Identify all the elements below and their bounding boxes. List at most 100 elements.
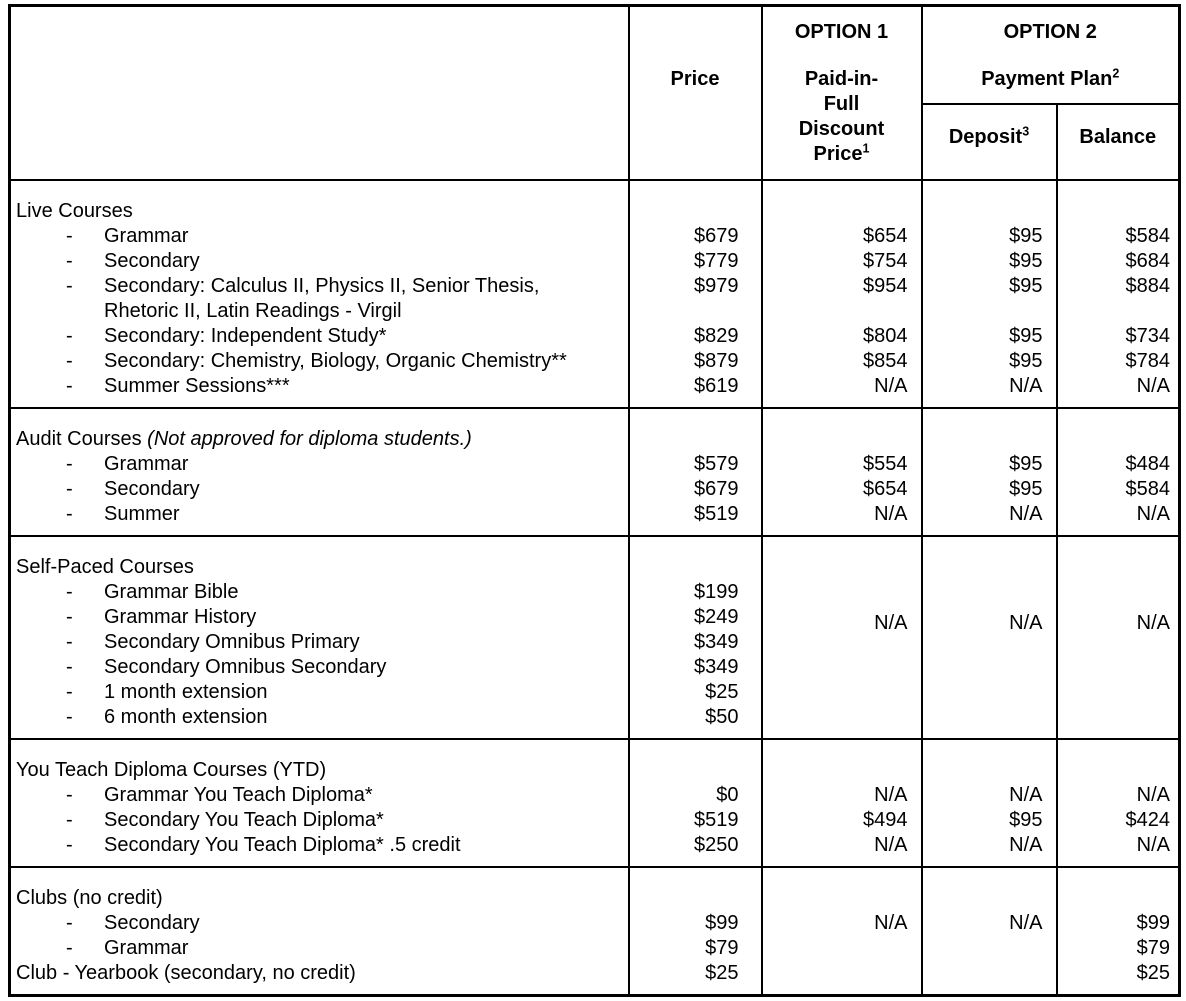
- balance-value-cell: $884: [1055, 273, 1180, 299]
- item-label: Grammar History: [104, 605, 257, 628]
- balance-value-cell: N/A: [1055, 534, 1180, 739]
- deposit-value-cell: $95: [920, 248, 1057, 274]
- deposit-value-cell: [920, 178, 1057, 224]
- list-dash: -: [66, 452, 73, 475]
- table-row: - Secondary $679 $654 $95 $584: [8, 476, 1180, 502]
- table-row: - Secondary: Calculus II, Physics II, Sen…: [8, 273, 1180, 299]
- price-value-cell: $829: [627, 323, 762, 349]
- item-label-cell: - 6 month extension: [8, 704, 629, 739]
- price-value-cell: $349: [627, 654, 762, 680]
- option1-value-cell: $754: [760, 248, 922, 274]
- item-label-cell: - Grammar: [8, 451, 629, 477]
- deposit-value-cell: [920, 737, 1057, 783]
- price-value-cell: [627, 865, 762, 911]
- price-value-cell: $679: [627, 223, 762, 249]
- balance-value-cell: $424: [1055, 807, 1180, 833]
- list-dash: -: [66, 249, 73, 272]
- option1-title: OPTION 1: [794, 21, 889, 43]
- list-dash: -: [66, 630, 73, 653]
- option1-value-cell: N/A: [760, 534, 922, 739]
- section-heading-text: Audit Courses: [16, 427, 148, 450]
- item-label: 1 month extension: [104, 680, 268, 703]
- table-row: - Grammar You Teach Diploma* $0 N/A N/A N/A: [8, 782, 1180, 808]
- section-heading-text: You Teach Diploma Courses (YTD): [16, 758, 327, 781]
- item-label-continuation: Rhetoric II, Latin Readings - Virgil: [8, 298, 629, 324]
- list-dash: -: [66, 374, 73, 397]
- item-label: Summer: [104, 502, 180, 525]
- item-label: Grammar: [104, 452, 189, 475]
- item-label-cell: - Grammar Bible: [8, 579, 629, 605]
- item-label: Grammar: [104, 224, 189, 247]
- section-heading-row: Audit Courses (Not approved for diploma …: [8, 406, 1180, 452]
- section-heading-row: Clubs (no credit): [8, 865, 1180, 911]
- section-heading-row: Self-Paced Courses N/A N/A N/A: [8, 534, 1180, 739]
- item-label-cell: - Summer: [8, 501, 629, 536]
- option1-value-cell: N/A: [760, 782, 922, 808]
- price-value-cell: $519: [627, 807, 762, 833]
- item-label: Secondary Omnibus Secondary: [104, 655, 387, 678]
- item-label-cell: - Grammar: [8, 223, 629, 249]
- option1-value-cell: N/A: [760, 501, 922, 536]
- deposit-value-cell: [920, 865, 1057, 911]
- table-row: Rhetoric II, Latin Readings - Virgil: [8, 298, 1180, 324]
- item-label: Secondary: [104, 249, 200, 272]
- item-label: Grammar: [104, 936, 189, 959]
- deposit-value-cell: N/A: [920, 534, 1057, 739]
- balance-value-cell: N/A: [1055, 373, 1180, 408]
- item-label: Grammar You Teach Diploma*: [104, 783, 373, 806]
- option1-value-cell: $854: [760, 348, 922, 374]
- deposit-value-cell: $95: [920, 807, 1057, 833]
- item-label: Secondary You Teach Diploma* .5 credit: [104, 833, 461, 856]
- footnote-marker-1: 1: [862, 141, 870, 156]
- section-heading-text: Self-Paced Courses: [16, 555, 194, 578]
- option1-subtitle: Paid-in- Full Discount Price1: [798, 68, 885, 165]
- item-label-cell: - Grammar: [8, 935, 629, 961]
- section-heading: Self-Paced Courses: [8, 534, 629, 580]
- balance-value-cell: $684: [1055, 248, 1180, 274]
- list-dash: -: [66, 605, 73, 628]
- item-label: Secondary: Independent Study*: [104, 324, 387, 347]
- balance-value-cell: $484: [1055, 451, 1180, 477]
- table-row: Club - Yearbook (secondary, no credit) $2…: [8, 960, 1180, 995]
- pricing-table: Price OPTION 1 Paid-in- Full Discount Pr…: [8, 4, 1181, 997]
- item-label-cell: - Summer Sessions***: [8, 373, 629, 408]
- deposit-value-cell: [920, 298, 1057, 324]
- footnote-marker-2: 2: [1112, 66, 1120, 81]
- list-dash: -: [66, 502, 73, 525]
- list-dash: -: [66, 324, 73, 347]
- section-heading: Clubs (no credit): [8, 865, 629, 911]
- balance-value-cell: [1055, 406, 1180, 452]
- option2-title: OPTION 2: [1003, 21, 1097, 43]
- section-heading: Audit Courses (Not approved for diploma …: [8, 406, 629, 452]
- option1-value-cell: [760, 960, 922, 995]
- section-heading-row: You Teach Diploma Courses (YTD): [8, 737, 1180, 783]
- deposit-value-cell: N/A: [920, 501, 1057, 536]
- price-value-cell: $0: [627, 782, 762, 808]
- balance-value-cell: N/A: [1055, 501, 1180, 536]
- balance-value-cell: [1055, 178, 1180, 224]
- deposit-value-cell: N/A: [920, 832, 1057, 867]
- price-value-cell: $250: [627, 832, 762, 867]
- item-label: Secondary: Calculus II, Physics II, Seni…: [104, 274, 540, 297]
- option1-value-cell: [760, 737, 922, 783]
- option1-value-cell: $494: [760, 807, 922, 833]
- balance-value-cell: $584: [1055, 223, 1180, 249]
- header-price-cell: Price: [627, 5, 762, 180]
- option1-value-cell: [760, 935, 922, 961]
- item-label-cell: - 1 month extension: [8, 679, 629, 705]
- price-value-cell: $25: [627, 679, 762, 705]
- deposit-value-cell: $95: [920, 273, 1057, 299]
- table-row: - Secondary $99 N/A N/A $99: [8, 910, 1180, 936]
- option1-value-cell: $804: [760, 323, 922, 349]
- option1-value-cell: $554: [760, 451, 922, 477]
- section-heading-text: Clubs (no credit): [16, 886, 163, 909]
- section-heading-text: Live Courses: [16, 199, 133, 222]
- option1-value-cell: N/A: [760, 910, 922, 936]
- item-label: Secondary: [104, 477, 200, 500]
- balance-value-cell: N/A: [1055, 832, 1180, 867]
- item-label-cell: - Secondary You Teach Diploma* .5 credit: [8, 832, 629, 867]
- item-label: Secondary Omnibus Primary: [104, 630, 360, 653]
- item-label-cell: - Secondary Omnibus Primary: [8, 629, 629, 655]
- table-row: - Grammar Bible $199: [8, 579, 1180, 605]
- item-label: Summer Sessions***: [104, 374, 290, 397]
